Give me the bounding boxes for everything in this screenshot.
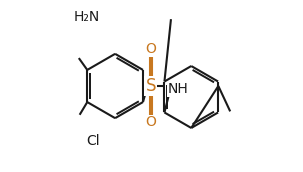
Text: S: S [145,77,156,95]
Text: H₂N: H₂N [74,10,100,24]
Text: NH: NH [168,82,188,96]
Text: O: O [145,115,156,129]
Text: O: O [145,42,156,56]
Text: Cl: Cl [86,134,100,148]
